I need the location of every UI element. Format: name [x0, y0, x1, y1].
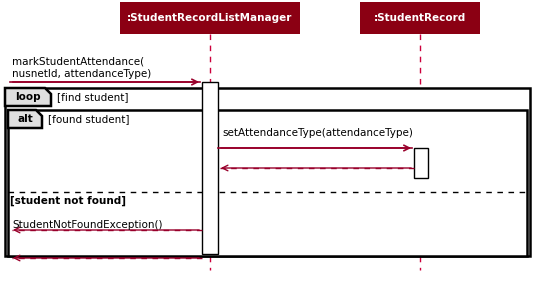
- Text: [student not found]: [student not found]: [10, 196, 126, 206]
- Text: loop: loop: [15, 92, 41, 102]
- Bar: [8, 110, 527, 256]
- Bar: [414, 148, 428, 178]
- Text: [found student]: [found student]: [48, 114, 130, 124]
- Text: setAttendanceType(attendanceType): setAttendanceType(attendanceType): [222, 128, 413, 138]
- Text: alt: alt: [17, 114, 33, 124]
- Polygon shape: [8, 110, 42, 128]
- Text: [find student]: [find student]: [57, 92, 129, 102]
- Text: :StudentRecord: :StudentRecord: [374, 13, 466, 23]
- Text: :StudentRecordListManager: :StudentRecordListManager: [128, 13, 293, 23]
- Text: StudentNotFoundException(): StudentNotFoundException(): [12, 220, 162, 230]
- Bar: [202, 82, 218, 254]
- Bar: [120, 2, 300, 34]
- Bar: [360, 2, 480, 34]
- Polygon shape: [5, 88, 51, 106]
- Bar: [5, 88, 530, 256]
- Text: markStudentAttendance(
nusnetId, attendanceType): markStudentAttendance( nusnetId, attenda…: [12, 57, 151, 79]
